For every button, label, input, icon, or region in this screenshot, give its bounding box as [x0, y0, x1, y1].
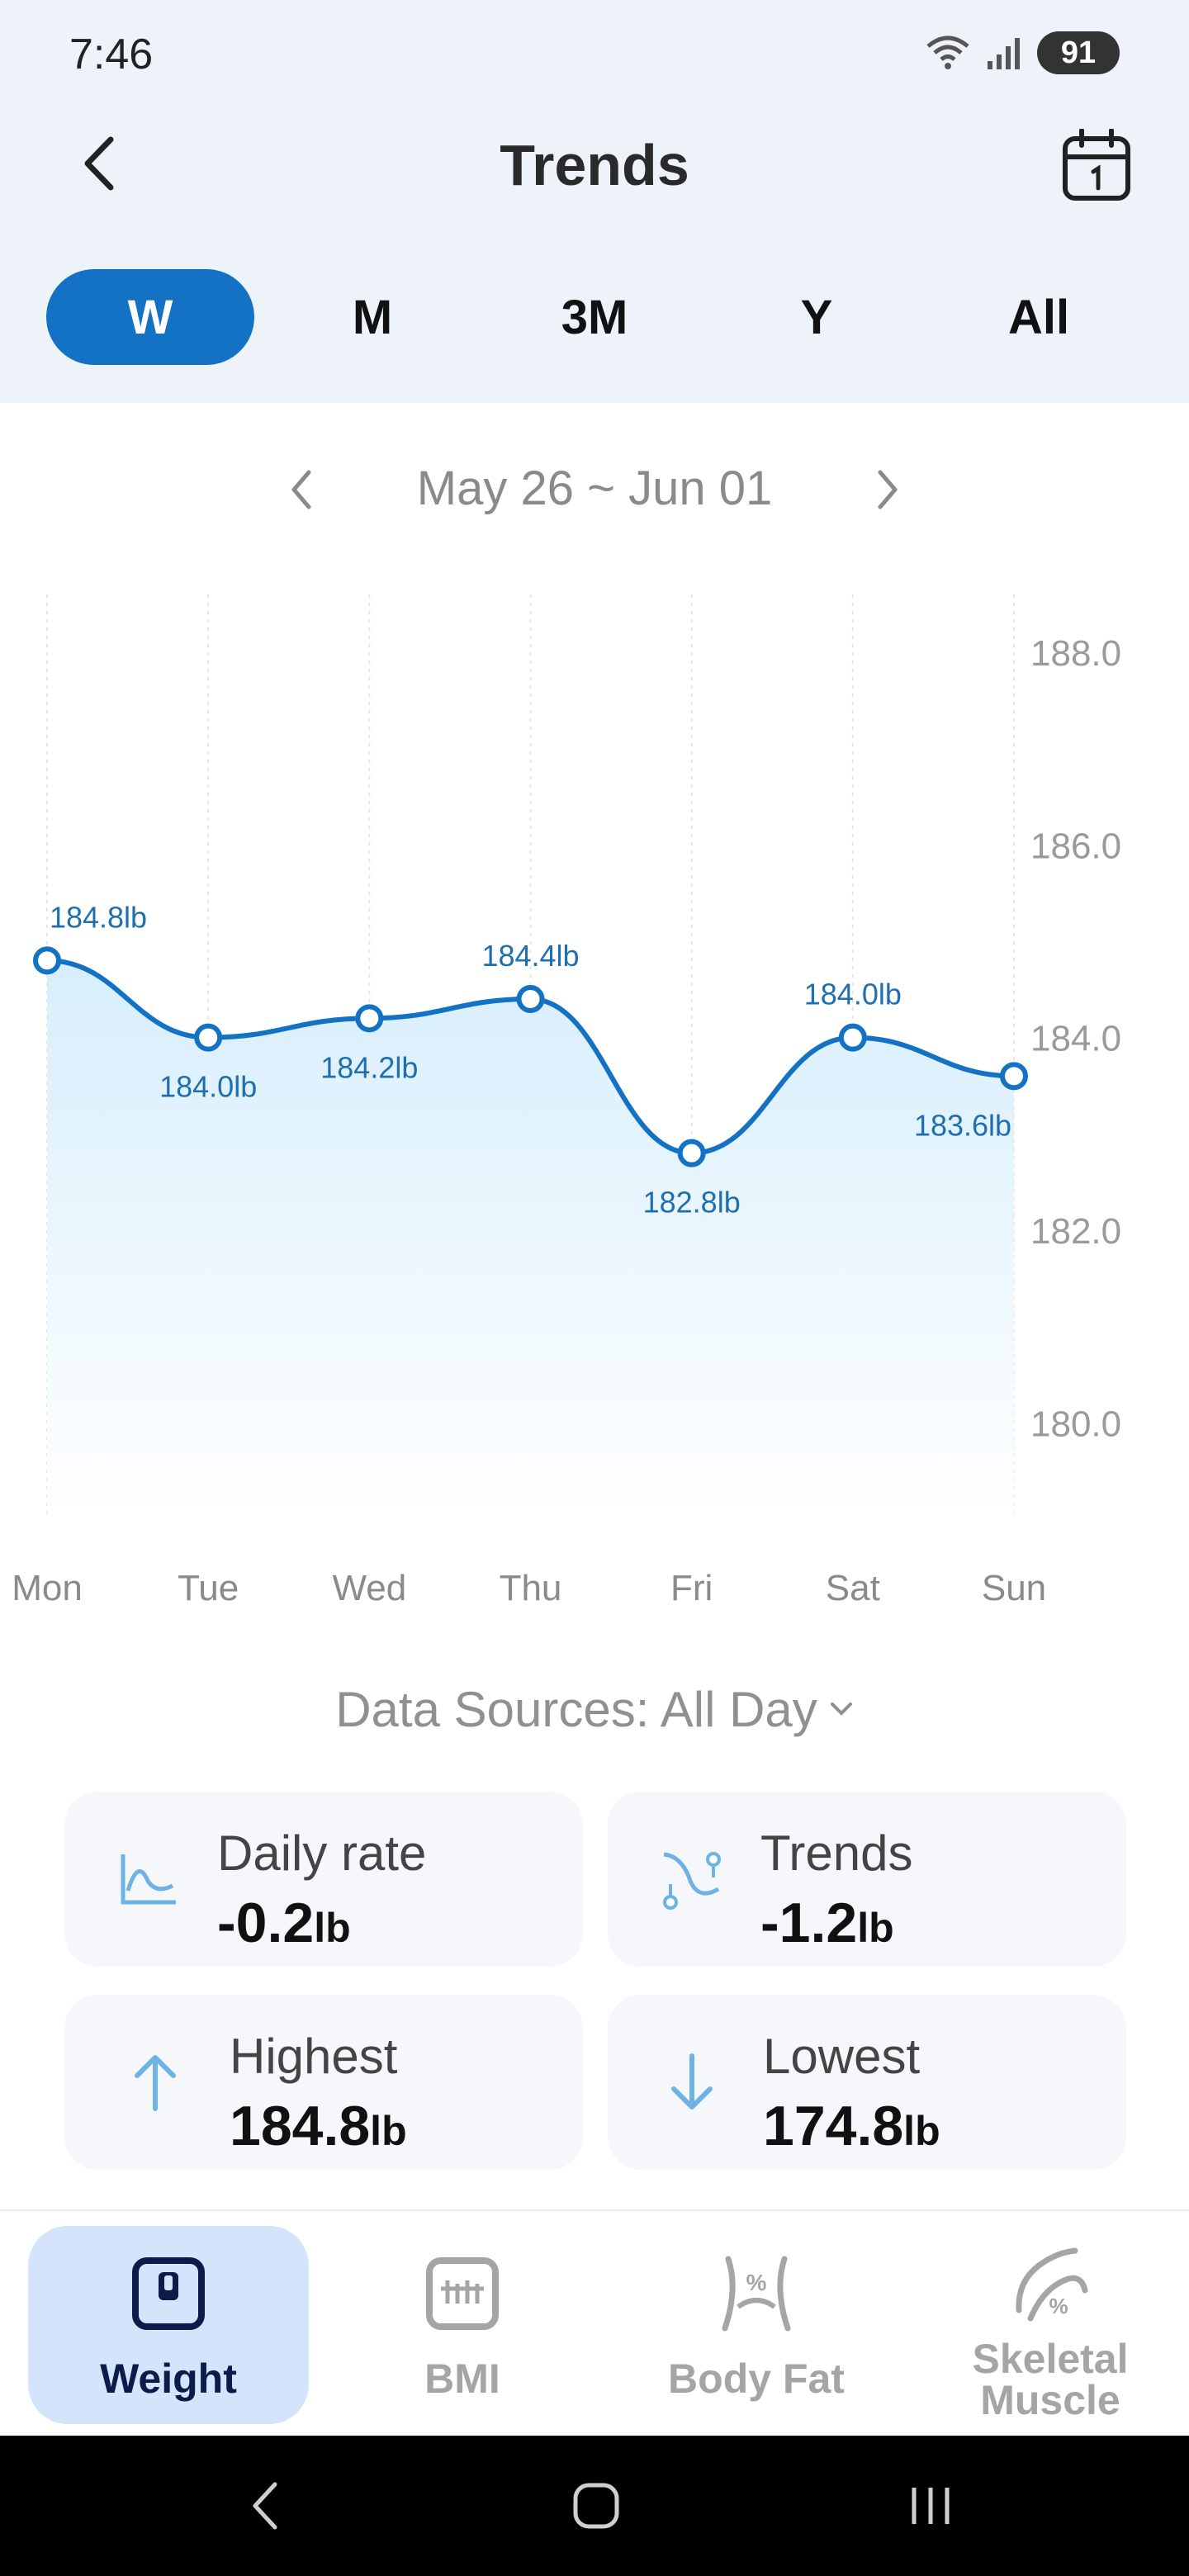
daily-rate-value: -0.2lb [217, 1892, 351, 1954]
previous-range-button[interactable] [272, 461, 330, 519]
y-tick-label: 184.0 [1030, 1019, 1121, 1059]
data-point [33, 946, 61, 975]
arrow-up-icon [122, 2049, 188, 2115]
y-tick-label: 180.0 [1030, 1404, 1121, 1444]
point-label: 184.0lb [804, 978, 902, 1011]
nav-skeletal-muscle[interactable]: % Skeletal Muscle [910, 2226, 1189, 2424]
wifi-icon [926, 36, 969, 69]
bottom-navigation: Weight BMI % Body Fat [0, 2209, 1189, 2436]
nav-body-fat[interactable]: % Body Fat [616, 2226, 897, 2424]
data-point [838, 1023, 867, 1052]
data-point [516, 985, 545, 1013]
nav-bmi[interactable]: BMI [322, 2226, 603, 2424]
trends-label: Trends [760, 1825, 913, 1881]
svg-text:%: % [746, 2270, 767, 2295]
trends-value: -1.2lb [760, 1892, 894, 1954]
chevron-left-icon [291, 470, 311, 509]
chevron-down-icon [830, 1702, 852, 1716]
lowest-card: Lowest 174.8lb [608, 1995, 1126, 2170]
tab-week[interactable]: W [46, 269, 254, 365]
trends-card: Trends -1.2lb [608, 1792, 1126, 1967]
nav-body-fat-label: Body Fat [668, 2356, 845, 2402]
tab-year[interactable]: Y [800, 290, 833, 344]
x-tick-label: Thu [500, 1568, 562, 1608]
system-recents-icon [912, 2488, 950, 2524]
highest-card: Highest 184.8lb [64, 1995, 583, 2170]
area-chart-icon [116, 1846, 182, 1912]
body-fat-icon: % [616, 2256, 897, 2346]
nav-weight-label: Weight [100, 2356, 237, 2402]
point-label: 184.0lb [159, 1070, 257, 1104]
y-tick-label: 186.0 [1030, 826, 1121, 866]
point-label: 182.8lb [643, 1186, 741, 1219]
x-tick-label: Sun [982, 1568, 1046, 1608]
data-sources-label: Data Sources: All Day [335, 1681, 817, 1737]
date-range-label: May 26 ~ Jun 01 [416, 462, 773, 515]
lowest-value: 174.8lb [763, 2095, 940, 2157]
lowest-label: Lowest [763, 2029, 921, 2084]
chevron-right-icon [878, 470, 898, 509]
x-tick-label: Fri [670, 1568, 713, 1608]
tab-3-months[interactable]: 3M [561, 290, 628, 344]
system-home-button[interactable] [559, 2469, 633, 2543]
arrow-down-icon [659, 2049, 725, 2115]
nav-skeletal-muscle-label: Skeletal Muscle [972, 2336, 1129, 2423]
daily-rate-label: Daily rate [217, 1825, 427, 1881]
system-back-button[interactable] [228, 2469, 302, 2543]
tab-month[interactable]: M [352, 290, 393, 344]
data-sources-dropdown[interactable]: Data Sources: All Day [0, 1676, 1189, 1742]
y-tick-label: 188.0 [1030, 633, 1121, 674]
data-point [355, 1004, 384, 1033]
page-title: Trends [500, 133, 689, 197]
point-label: 184.8lb [50, 900, 147, 934]
x-tick-label: Sat [826, 1568, 880, 1608]
battery-indicator: 91 [1037, 31, 1120, 74]
system-recents-button[interactable] [893, 2469, 968, 2543]
nav-weight[interactable]: Weight [28, 2226, 309, 2424]
data-point [194, 1023, 223, 1052]
chevron-left-icon [84, 136, 114, 191]
calendar-button[interactable] [1055, 124, 1138, 206]
point-label: 184.4lb [481, 939, 579, 973]
trend-curve-icon [659, 1846, 725, 1912]
daily-rate-card: Daily rate -0.2lb [64, 1792, 583, 1967]
system-navigation-bar [0, 2436, 1189, 2576]
y-tick-label: 182.0 [1030, 1211, 1121, 1252]
highest-label: Highest [230, 2029, 398, 2084]
scale-icon [28, 2256, 309, 2346]
tab-all[interactable]: All [1007, 290, 1070, 344]
svg-text:%: % [1049, 2294, 1068, 2318]
top-bar: Trends [0, 116, 1189, 215]
point-label: 184.2lb [320, 1050, 418, 1084]
weight-trend-chart: 184.8lb 184.0lb 184.2lb 184.4lb 182.8lb 184.0… [12, 594, 1121, 1608]
data-point [1000, 1062, 1028, 1091]
x-tick-label: Tue [178, 1568, 239, 1608]
status-bar: 7:46 91 [0, 0, 1189, 107]
next-range-button[interactable] [859, 461, 917, 519]
highest-value: 184.8lb [230, 2095, 407, 2157]
status-icons: 91 [925, 30, 1120, 76]
back-button[interactable] [66, 130, 132, 197]
muscle-icon: % [910, 2246, 1189, 2337]
x-tick-label: Wed [332, 1568, 406, 1608]
system-back-icon [253, 2482, 277, 2530]
status-time: 7:46 [69, 31, 154, 78]
system-home-icon [573, 2483, 619, 2529]
date-range-selector: May 26 ~ Jun 01 [0, 452, 1189, 527]
calendar-icon [1063, 129, 1130, 201]
signal-icon [988, 38, 1020, 69]
chart-area-fill [47, 960, 1014, 1519]
header: 7:46 91 Trends [0, 0, 1189, 403]
x-tick-label: Mon [12, 1568, 83, 1608]
point-label: 183.6lb [914, 1108, 1011, 1142]
data-point [677, 1139, 706, 1167]
bmi-scale-icon [322, 2256, 603, 2346]
period-tabs: W M 3M Y All [46, 269, 1143, 365]
nav-bmi-label: BMI [424, 2356, 500, 2402]
